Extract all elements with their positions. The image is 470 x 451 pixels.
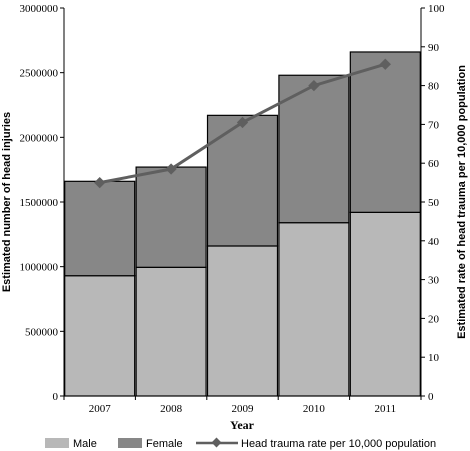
x-tick-label-2007: 2007 <box>89 403 112 415</box>
y-tick-label-right: 90 <box>428 42 440 54</box>
y-tick-label-right: 10 <box>428 352 440 364</box>
y-tick-label-right: 20 <box>428 313 440 325</box>
bar-male-2009 <box>206 245 279 397</box>
x-tick-label-2008: 2008 <box>160 403 183 415</box>
y-axis-title-left: Estimated number of head injuries <box>1 112 13 292</box>
line-layer <box>94 58 391 189</box>
legend-swatch-female <box>118 438 142 448</box>
bar-female-2009 <box>206 114 279 247</box>
bar-female-2010 <box>278 74 350 224</box>
x-tick-label-2009: 2009 <box>232 403 255 415</box>
y-axis-title-right: Estimated rate of head trauma per 10,000… <box>456 65 468 339</box>
y-tick-label-left: 0 <box>53 391 59 403</box>
legend-label-male: Male <box>73 438 97 450</box>
y-tick-label-left: 2500000 <box>20 68 59 80</box>
y-tick-label-right: 60 <box>428 158 440 170</box>
legend-swatch-male <box>45 438 69 448</box>
x-tick-label-2011: 2011 <box>375 403 397 415</box>
axes-layer: 0 500000 1000000 1500000 2000000 2500000 30000… <box>20 3 446 415</box>
legend: Male Female Head trauma rate per 10,000 … <box>45 437 436 450</box>
legend-label-rate: Head trauma rate per 10,000 population <box>241 438 436 450</box>
y-tick-label-left: 2000000 <box>20 132 59 144</box>
bar-female-2008 <box>135 166 207 268</box>
y-tick-label-right: 50 <box>428 197 440 209</box>
rate-point-2008 <box>165 163 177 175</box>
bar-male-2008 <box>135 266 207 397</box>
bar-female-2007 <box>64 180 136 277</box>
bar-female-2011 <box>349 51 421 213</box>
bars-layer <box>64 51 421 397</box>
bar-male-2007 <box>64 275 136 397</box>
y-tick-label-right: 100 <box>428 3 445 15</box>
x-tick-label-2010: 2010 <box>303 403 326 415</box>
y-tick-label-left: 1500000 <box>20 197 59 209</box>
y-tick-label-right: 30 <box>428 275 440 287</box>
legend-label-female: Female <box>146 438 183 450</box>
bar-male-2011 <box>349 211 421 397</box>
y-tick-label-right: 70 <box>428 119 440 131</box>
y-tick-label-right: 0 <box>428 391 434 403</box>
y-tick-label-left: 500000 <box>25 326 59 338</box>
x-axis-title: Year <box>230 418 255 432</box>
y-tick-label-right: 80 <box>428 81 440 93</box>
legend-swatch-rate-marker <box>211 437 222 448</box>
y-tick-label-left: 3000000 <box>20 3 59 15</box>
bar-male-2010 <box>278 222 350 397</box>
y-tick-label-right: 40 <box>428 236 440 248</box>
y-tick-label-left: 1000000 <box>20 262 59 274</box>
